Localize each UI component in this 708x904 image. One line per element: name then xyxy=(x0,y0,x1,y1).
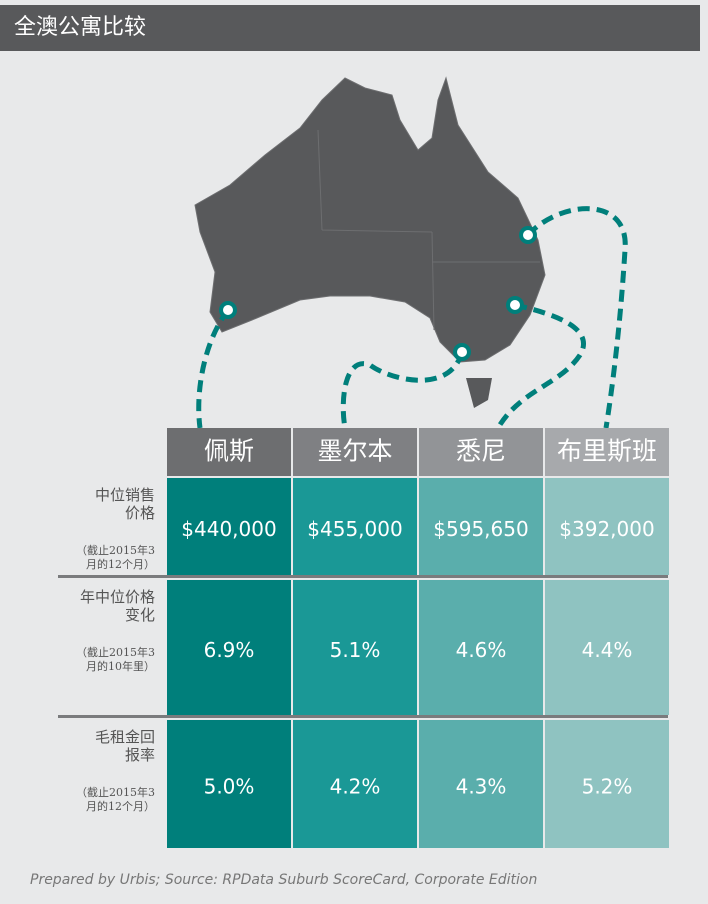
column-header: 悉尼 xyxy=(456,437,506,466)
cell-value: 4.4% xyxy=(582,638,633,662)
cell-value: $440,000 xyxy=(181,517,276,541)
row-note: 月的10年里） xyxy=(86,659,155,673)
row-note: 月的12个月） xyxy=(86,557,155,571)
row-note: 月的12个月） xyxy=(86,799,155,813)
cell-bg xyxy=(419,478,543,575)
cell-bg xyxy=(545,478,669,575)
source-note: Prepared by Urbis; Source: RPData Suburb… xyxy=(30,872,537,888)
title: 全澳公寓比较 xyxy=(14,15,146,40)
row-note: （截止2015年3 xyxy=(76,543,155,557)
cell-value: $392,000 xyxy=(559,517,654,541)
cell-bg xyxy=(419,720,543,848)
row-label: 中位销售 xyxy=(95,486,155,504)
cell-value: $455,000 xyxy=(307,517,402,541)
city-markers xyxy=(219,226,537,361)
cell-bg xyxy=(293,720,417,848)
column-header: 佩斯 xyxy=(204,437,254,466)
cell-value: $595,650 xyxy=(433,517,528,541)
row-label: 变化 xyxy=(125,606,155,624)
route-lines xyxy=(196,206,628,430)
row-label: 毛租金回 xyxy=(95,728,155,746)
cell-value: 4.6% xyxy=(456,638,507,662)
map xyxy=(194,76,546,408)
cell-value: 4.3% xyxy=(456,775,507,799)
cell-value: 6.9% xyxy=(204,638,255,662)
cell-bg xyxy=(545,580,669,715)
cell-bg xyxy=(293,478,417,575)
column-header-bg xyxy=(545,428,669,476)
column-header-bg xyxy=(419,428,543,476)
row-note: （截止2015年3 xyxy=(76,645,155,659)
cell-bg xyxy=(419,580,543,715)
row-label: 报率 xyxy=(125,746,155,764)
title-bar xyxy=(0,5,700,51)
row-separator xyxy=(58,715,668,718)
row-note: （截止2015年3 xyxy=(76,785,155,799)
column-header-bg xyxy=(293,428,417,476)
row-label: 价格 xyxy=(125,504,155,522)
cell-value: 5.0% xyxy=(204,775,255,799)
cell-value: 4.2% xyxy=(330,775,381,799)
row-label: 年中位价格 xyxy=(80,588,155,606)
cell-bg xyxy=(167,580,291,715)
cell-value: 5.1% xyxy=(330,638,381,662)
cell-bg xyxy=(167,720,291,848)
column-header-bg xyxy=(167,428,291,476)
column-header: 墨尔本 xyxy=(317,437,392,466)
cell-bg xyxy=(293,580,417,715)
row-separator xyxy=(58,575,668,578)
cell-value: 5.2% xyxy=(582,775,633,799)
cell-bg xyxy=(545,720,669,848)
cell-bg xyxy=(167,478,291,575)
column-header: 布里斯班 xyxy=(557,437,657,466)
